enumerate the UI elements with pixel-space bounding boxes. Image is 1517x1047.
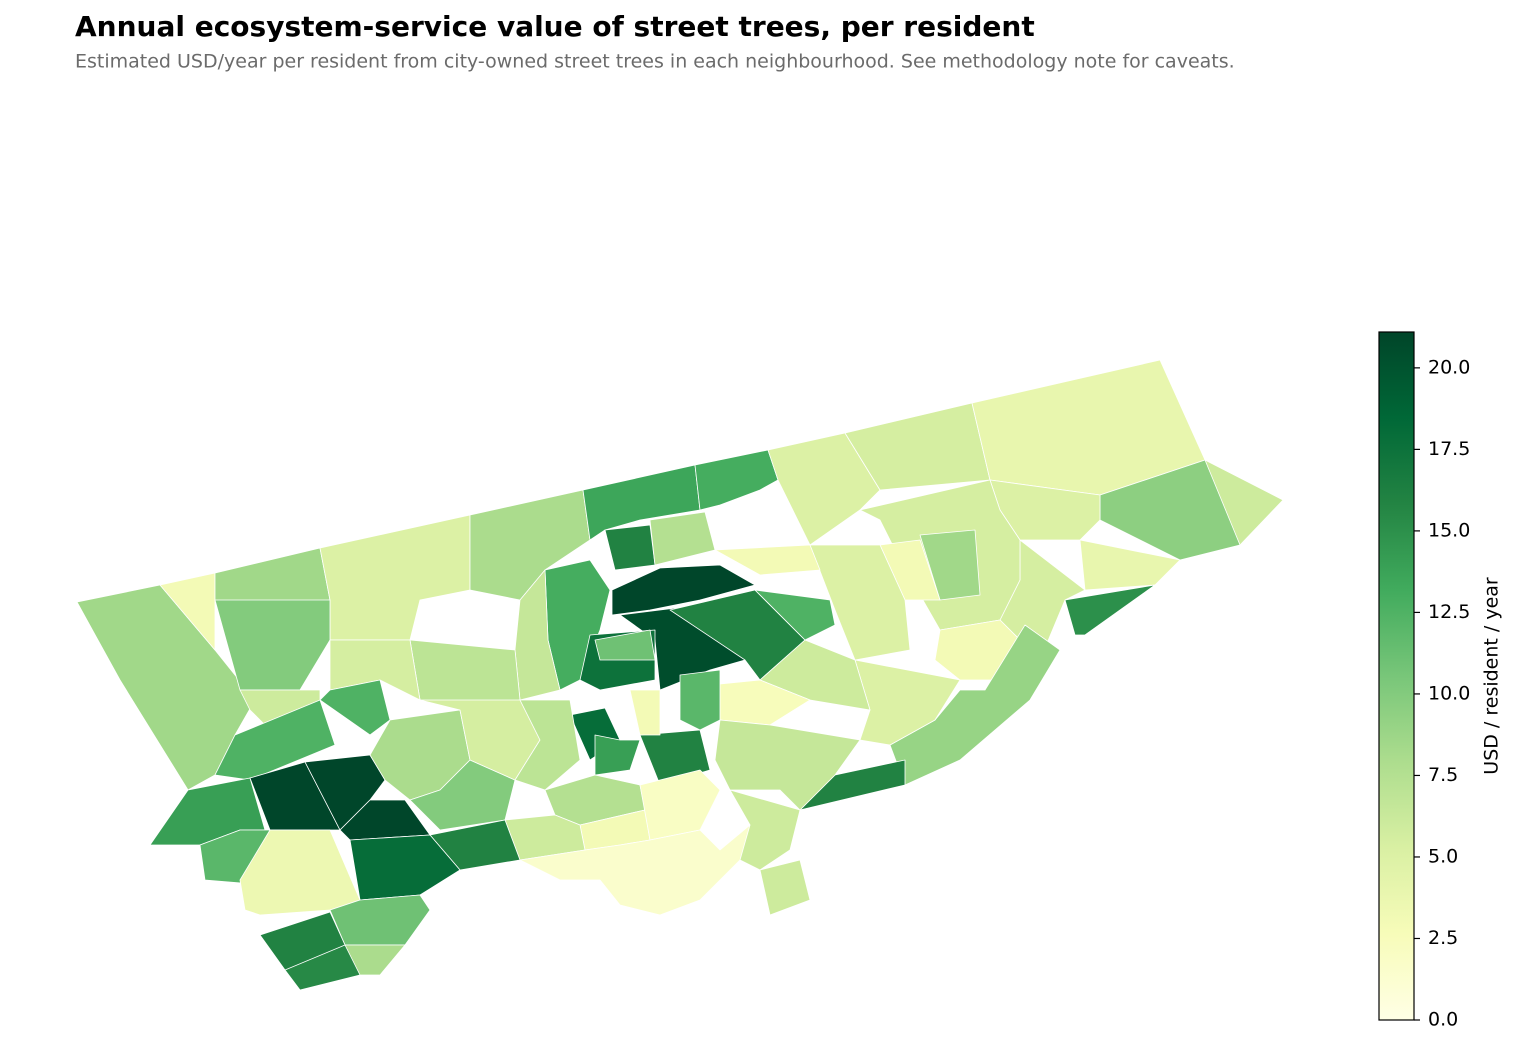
region xyxy=(519,824,751,916)
region xyxy=(339,799,431,841)
colorbar xyxy=(1378,331,1415,1021)
region xyxy=(759,859,811,916)
region xyxy=(284,944,361,991)
region xyxy=(214,699,336,781)
region xyxy=(1064,584,1156,636)
map xyxy=(76,359,1284,991)
region xyxy=(714,544,821,576)
chart-title: Annual ecosystem-service value of street… xyxy=(75,10,1035,43)
region xyxy=(329,639,421,701)
region xyxy=(604,524,656,571)
region xyxy=(919,529,981,601)
region xyxy=(694,449,779,511)
region xyxy=(319,679,391,736)
region xyxy=(594,629,656,661)
region xyxy=(759,639,871,711)
colorbar-tick-label: 15.0 xyxy=(1428,519,1470,541)
region xyxy=(649,511,716,566)
colorbar-label: USD / resident / year xyxy=(1481,577,1503,775)
colorbar-tick-label: 2.5 xyxy=(1428,927,1458,949)
colorbar-tick-label: 17.5 xyxy=(1428,438,1470,460)
region xyxy=(809,544,911,661)
colorbar-tick-label: 10.0 xyxy=(1428,682,1470,704)
region xyxy=(754,589,836,641)
region xyxy=(319,514,471,641)
colorbar-tick-label: 5.0 xyxy=(1428,845,1458,867)
region xyxy=(349,834,461,901)
region xyxy=(889,624,1061,786)
region xyxy=(679,669,721,731)
region xyxy=(409,639,521,711)
region xyxy=(639,769,721,841)
region xyxy=(594,734,641,776)
region xyxy=(639,729,711,786)
region xyxy=(611,564,756,616)
colorbar-tick-label: 0.0 xyxy=(1428,1009,1458,1031)
chart-subtitle: Estimated USD/year per resident from cit… xyxy=(75,51,1235,73)
region xyxy=(304,754,386,831)
region xyxy=(159,572,216,651)
colorbar-tick-label: 7.5 xyxy=(1428,764,1458,786)
region xyxy=(629,689,661,736)
colorbar-tick-label: 12.5 xyxy=(1428,601,1470,623)
colorbar-tick-label: 20.0 xyxy=(1428,356,1470,378)
